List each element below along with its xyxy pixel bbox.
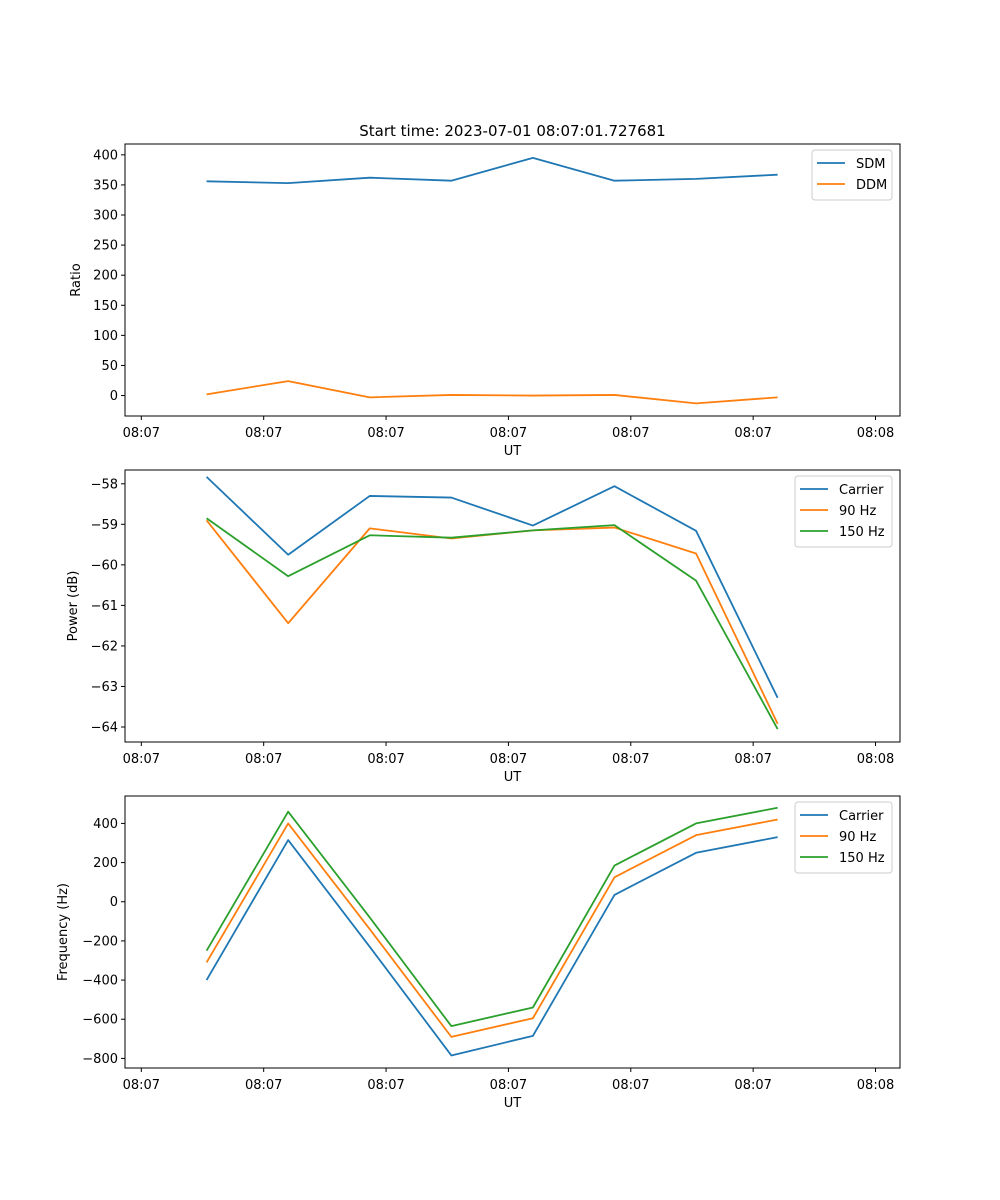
chart-0-ytick-label: 350 (93, 178, 118, 193)
chart-0-xtick-label: 08:08 (857, 426, 894, 441)
chart-2-legend-label: 150 Hz (839, 851, 885, 866)
chart-1-ytick-label: −59 (91, 518, 118, 533)
chart-0-xtick-label: 08:07 (245, 426, 282, 441)
chart-1-line-150-hz (206, 517, 779, 730)
chart-1-legend-frame (794, 475, 893, 548)
chart-0-ytick-label: 300 (93, 209, 118, 224)
chart-2-xtick-label: 08:07 (367, 1078, 404, 1093)
chart-0-xtick-label: 08:07 (490, 426, 527, 441)
chart-0-ytick-label: 400 (93, 148, 118, 163)
chart-0-title: Start time: 2023-07-01 08:07:01.727681 (359, 122, 665, 140)
chart-1-axes-frame (124, 469, 901, 743)
chart-2-ytick-label: −800 (82, 1052, 118, 1067)
chart-0-xtick-label: 08:07 (367, 426, 404, 441)
chart-2-ytick-label: 400 (93, 817, 118, 832)
chart-0-ytick-label: 150 (93, 299, 118, 314)
chart-2-xtick-label: 08:07 (734, 1078, 771, 1093)
chart-2-ytick-label: −400 (82, 974, 118, 989)
chart-1-legend: Carrier 90 Hz 150 Hz (794, 475, 893, 548)
chart-1-ytick-label: −62 (91, 639, 118, 654)
chart-1-ytick-label: −64 (91, 721, 118, 736)
power-chart: −64 −63 −62 −61 −60 −59 −58 08:07 08:07 08:07 08:0… (66, 469, 901, 785)
chart-2-ytick-label: −200 (82, 934, 118, 949)
chart-0-line-ddm (206, 380, 778, 405)
chart-2-legend-frame (794, 801, 893, 874)
chart-2-line-carrier (205, 836, 778, 1057)
chart-0-line-sdm (206, 156, 778, 185)
chart-1-xlabel: UT (504, 770, 522, 785)
chart-1-legend-label: 150 Hz (839, 525, 885, 540)
chart-1-legend-label: Carrier (839, 483, 884, 498)
chart-2-xtick-label: 08:08 (857, 1078, 894, 1093)
chart-1-ytick-label: −61 (91, 599, 118, 614)
chart-2-legend: Carrier 90 Hz 150 Hz (794, 801, 893, 874)
chart-2-legend-label: Carrier (839, 809, 884, 824)
chart-2-xlabel: UT (504, 1096, 522, 1111)
chart-0-xtick-label: 08:07 (123, 426, 160, 441)
chart-1-xtick-label: 08:08 (857, 752, 894, 767)
chart-1-line-carrier (205, 476, 779, 699)
chart-0-axes-frame (124, 143, 901, 417)
chart-0-xtick-label: 08:07 (612, 426, 649, 441)
chart-1-xtick-label: 08:07 (367, 752, 404, 767)
chart-0-ytick-label: 100 (93, 329, 118, 344)
chart-2-xtick-label: 08:07 (490, 1078, 527, 1093)
chart-2-line-150-hz (205, 806, 778, 1027)
chart-2-legend-label: 90 Hz (839, 830, 876, 845)
chart-0-ytick-label: 200 (93, 269, 118, 284)
chart-2-line-90-hz (205, 818, 778, 1038)
chart-1-ylabel: Power (dB) (66, 571, 81, 642)
chart-2-xtick-label: 08:07 (612, 1078, 649, 1093)
ratio-chart: Start time: 2023-07-01 08:07:01.727681 0 5… (69, 122, 901, 459)
chart-2-ytick-label: 0 (110, 895, 118, 910)
chart-1-xtick-label: 08:07 (490, 752, 527, 767)
chart-0-ylabel: Ratio (69, 263, 84, 296)
chart-0-ytick-label: 0 (110, 389, 118, 404)
chart-1-xtick-label: 08:07 (123, 752, 160, 767)
chart-0-xtick-label: 08:07 (734, 426, 771, 441)
chart-1-ytick-label: −60 (91, 558, 118, 573)
chart-2-ytick-label: −600 (82, 1013, 118, 1028)
chart-1-legend-label: 90 Hz (839, 504, 876, 519)
chart-2-xtick-label: 08:07 (123, 1078, 160, 1093)
chart-1-ytick-label: −58 (91, 477, 118, 492)
chart-1-xtick-label: 08:07 (245, 752, 282, 767)
chart-0-legend-label: DDM (856, 178, 887, 193)
chart-2-ylabel: Frequency (Hz) (56, 883, 71, 981)
chart-0-ytick-label: 50 (101, 359, 118, 374)
chart-1-xtick-label: 08:07 (612, 752, 649, 767)
chart-1-xtick-label: 08:07 (734, 752, 771, 767)
chart-1-ytick-label: −63 (91, 680, 118, 695)
chart-0-legend: SDM DDM (811, 149, 893, 201)
chart-0-xlabel: UT (504, 444, 522, 459)
frequency-chart: −800 −600 −400 −200 0 200 400 08:07 08:07 08:07 08… (56, 795, 901, 1111)
chart-2-xtick-label: 08:07 (245, 1078, 282, 1093)
chart-2-ytick-label: 200 (93, 856, 118, 871)
chart-0-legend-label: SDM (856, 157, 885, 172)
chart-0-ytick-label: 250 (93, 239, 118, 254)
chart-2-axes-frame (124, 795, 901, 1069)
